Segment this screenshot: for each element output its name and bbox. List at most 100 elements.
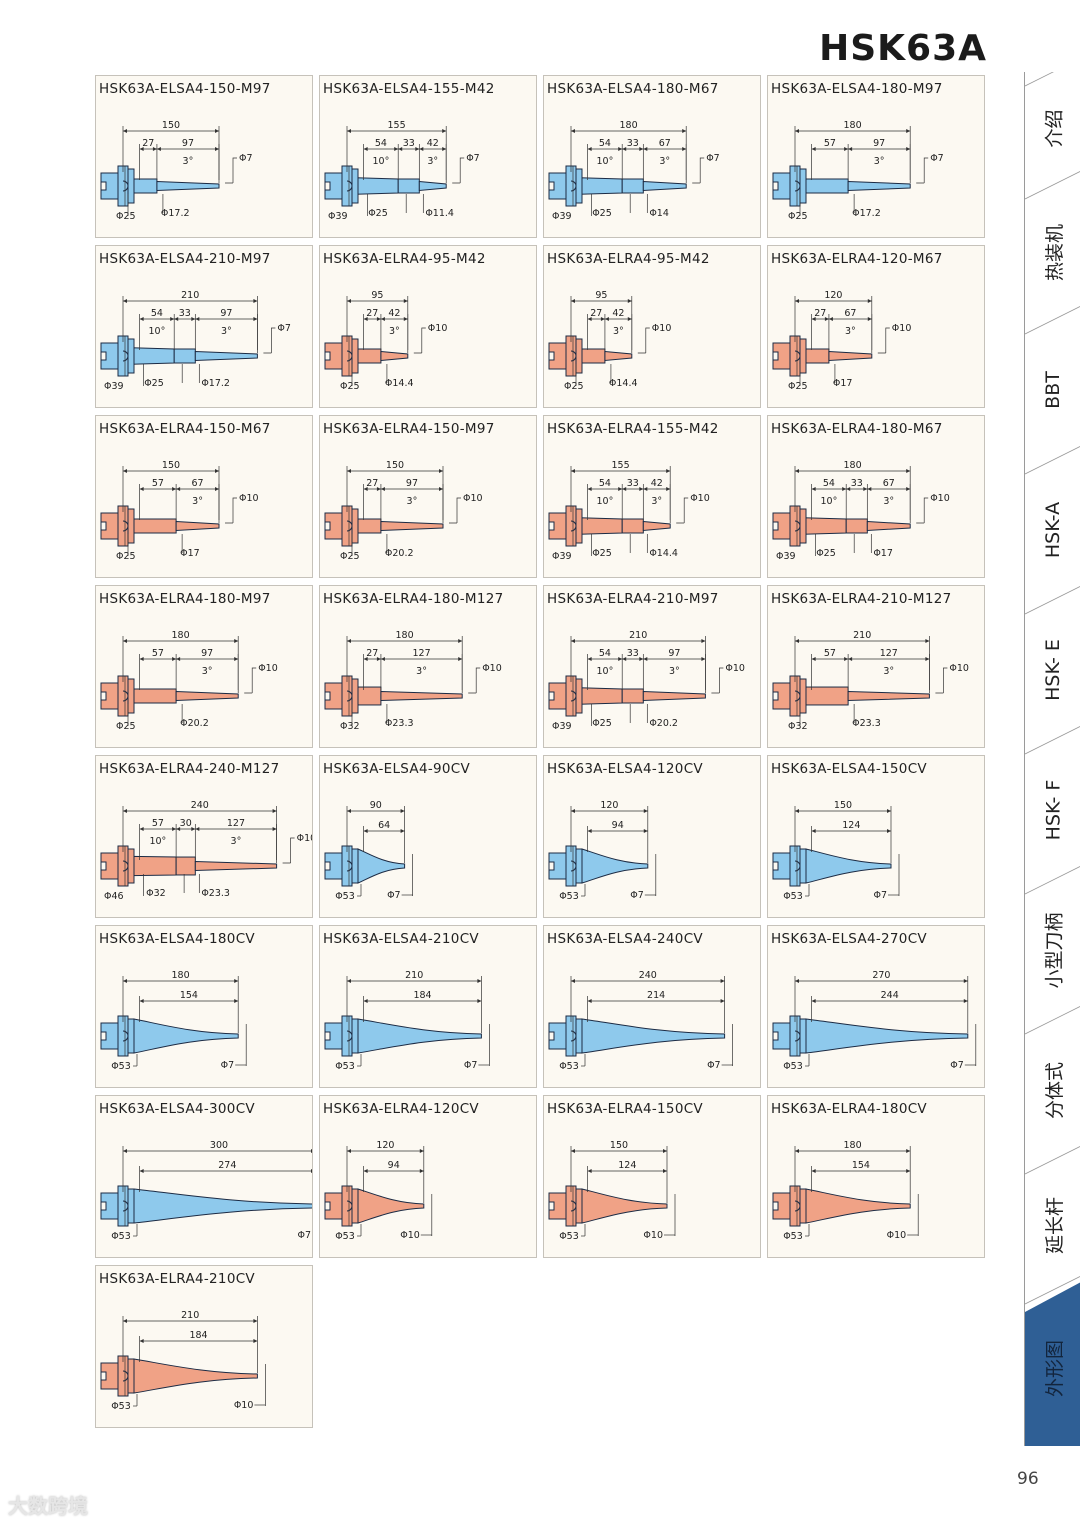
sidebar-tab-0[interactable]: 介绍 xyxy=(1025,72,1080,185)
taper-angle-label: 3° xyxy=(659,156,670,167)
product-card: 240 214 Φ53 Φ7 HSK63A-ELSA4-240CV xyxy=(543,925,761,1088)
tab-divider xyxy=(1025,72,1054,87)
tool-holder-drawing: 210 54 33 97 10° 3° Φ7 Φ39 Φ25 Φ17.2 xyxy=(100,290,291,392)
dimension-label: 240 xyxy=(639,970,657,981)
tool-holder-shape xyxy=(100,1355,258,1397)
dimension-label: 57 xyxy=(152,478,164,489)
dimension-label: 244 xyxy=(881,990,899,1001)
tool-holder-shape xyxy=(548,1185,668,1227)
base-diameter-label: Φ53 xyxy=(111,1061,131,1072)
tip-diameter-label: Φ10 xyxy=(297,833,313,844)
base-diameter-label: Φ53 xyxy=(783,1061,803,1072)
tip-leader xyxy=(711,667,724,694)
diameter-label: Φ17.2 xyxy=(201,378,230,389)
sidebar-tab-4[interactable]: HSK- E xyxy=(1025,600,1080,740)
tool-holder-drawing: 120 94 Φ53 Φ7 xyxy=(548,800,657,902)
dimension-label: 90 xyxy=(370,800,382,811)
tool-holder-shape xyxy=(772,1015,969,1057)
product-card: 120 94 Φ53 Φ10 HSK63A-ELRA4-120CV xyxy=(319,1095,537,1258)
tool-holder-shape xyxy=(100,165,220,207)
tool-holder-shape xyxy=(324,335,409,377)
diameter-label: Φ25 xyxy=(368,208,388,219)
taper-angle-label: 3° xyxy=(192,496,203,507)
diameter-label: Φ20.2 xyxy=(385,548,414,559)
taper-angle-label: 3° xyxy=(389,326,400,337)
tool-holder-shape xyxy=(548,845,649,887)
tool-holder-drawing: 240 214 Φ53 Φ7 xyxy=(548,970,733,1072)
product-model-title: HSK63A-ELSA4-150-M97 xyxy=(99,81,271,97)
sidebar-tab-1[interactable]: 热装机 xyxy=(1025,185,1080,320)
taper-angle-label: 3° xyxy=(883,666,894,677)
dimension-label: 210 xyxy=(405,970,423,981)
dimension-label: 300 xyxy=(210,1140,228,1151)
tab-divider xyxy=(1025,1006,1080,1035)
tab-divider xyxy=(1025,171,1080,200)
base-diameter-label: Φ53 xyxy=(111,1231,131,1242)
base-diameter-label: Φ53 xyxy=(559,891,579,902)
product-card: 180 54 33 67 10° 3° Φ7 Φ39 Φ25 Φ14 HSK63A-ELSA4-18… xyxy=(543,75,761,238)
diameter-label: Φ23.3 xyxy=(852,718,881,729)
dimension-arrow xyxy=(176,827,196,831)
diameter-label: Φ25 xyxy=(592,208,612,219)
tool-holder-shape xyxy=(100,335,258,377)
tool-holder-shape xyxy=(548,165,687,207)
diameter-label: Φ39 xyxy=(552,551,572,562)
product-card: 210 57 127 3° Φ10 Φ32 Φ23.3 HSK63A-ELRA4-210-M1… xyxy=(767,585,985,748)
diameter-label: Φ17 xyxy=(833,378,853,389)
dimension-label: 42 xyxy=(388,308,400,319)
diameter-label: Φ39 xyxy=(104,381,124,392)
dimension-label: 184 xyxy=(189,1330,207,1341)
product-model-title: HSK63A-ELSA4-180-M97 xyxy=(771,81,943,97)
diameter-label: Φ39 xyxy=(328,211,348,222)
product-card: 210 184 Φ53 Φ10 HSK63A-ELRA4-210CV xyxy=(95,1265,313,1428)
tool-holder-drawing: 180 57 97 3° Φ10 Φ25 Φ20.2 xyxy=(100,630,278,732)
product-model-title: HSK63A-ELRA4-180-M97 xyxy=(99,591,271,607)
active-tab-background xyxy=(1025,1282,1080,1446)
tip-diameter-label: Φ7 xyxy=(297,1230,311,1241)
dimension-label: 94 xyxy=(612,820,624,831)
dimension-arrow xyxy=(811,657,849,661)
dimension-label: 27 xyxy=(142,138,154,149)
sidebar-tab-label: 介绍 xyxy=(1043,109,1066,148)
dimension-label: 57 xyxy=(152,818,164,829)
sidebar-tab-2[interactable]: BBT xyxy=(1025,320,1080,460)
dimension-label: 67 xyxy=(844,308,856,319)
diameter-label: Φ23.3 xyxy=(385,718,414,729)
tool-holder-shape xyxy=(772,1185,911,1227)
sidebar-tab-6[interactable]: 小型刀柄 xyxy=(1025,880,1080,1020)
dimension-arrow xyxy=(363,147,399,151)
tool-holder-drawing: 95 27 42 3° Φ10 Φ25 Φ14.4 xyxy=(324,290,447,392)
dimension-arrow xyxy=(363,317,381,321)
tip-leader xyxy=(225,497,237,524)
product-model-title: HSK63A-ELRA4-180-M67 xyxy=(771,421,943,437)
sidebar-tab-7[interactable]: 分体式 xyxy=(1025,1020,1080,1160)
dimension-arrow xyxy=(363,487,381,491)
dimension-label: 180 xyxy=(172,630,190,641)
dimension-label: 180 xyxy=(844,460,862,471)
dimension-arrow xyxy=(139,487,177,491)
dimension-label: 97 xyxy=(220,308,232,319)
product-model-title: HSK63A-ELSA4-300CV xyxy=(99,1101,255,1117)
sidebar-tab-3[interactable]: HSK-A xyxy=(1025,460,1080,600)
sidebar-tab-9[interactable]: 外形图 xyxy=(1025,1290,1080,1446)
diameter-label: Φ32 xyxy=(146,888,166,899)
tool-holder-drawing: 210 184 Φ53 Φ7 xyxy=(324,970,490,1072)
sidebar-tab-5[interactable]: HSK- F xyxy=(1025,740,1080,880)
dimension-label: 54 xyxy=(151,308,163,319)
dimension-label: 210 xyxy=(853,630,871,641)
diameter-label: Φ14.4 xyxy=(649,548,678,559)
diameter-label: Φ25 xyxy=(116,551,136,562)
dimension-label: 33 xyxy=(179,308,191,319)
sidebar-tab-8[interactable]: 延长杆 xyxy=(1025,1160,1080,1290)
tool-holder-shape xyxy=(324,845,406,887)
product-model-title: HSK63A-ELRA4-210-M127 xyxy=(771,591,952,607)
tip-leader xyxy=(468,667,481,694)
dimension-label: 42 xyxy=(651,478,663,489)
tool-holder-shape xyxy=(772,845,892,887)
dimension-label: 27 xyxy=(366,478,378,489)
tab-divider xyxy=(1025,306,1080,335)
tool-holder-shape xyxy=(100,1185,312,1227)
tip-leader xyxy=(935,667,948,694)
dimension-label: 54 xyxy=(823,478,835,489)
product-card: 180 57 97 3° Φ10 Φ25 Φ20.2 HSK63A-ELRA4-180-M97 xyxy=(95,585,313,748)
